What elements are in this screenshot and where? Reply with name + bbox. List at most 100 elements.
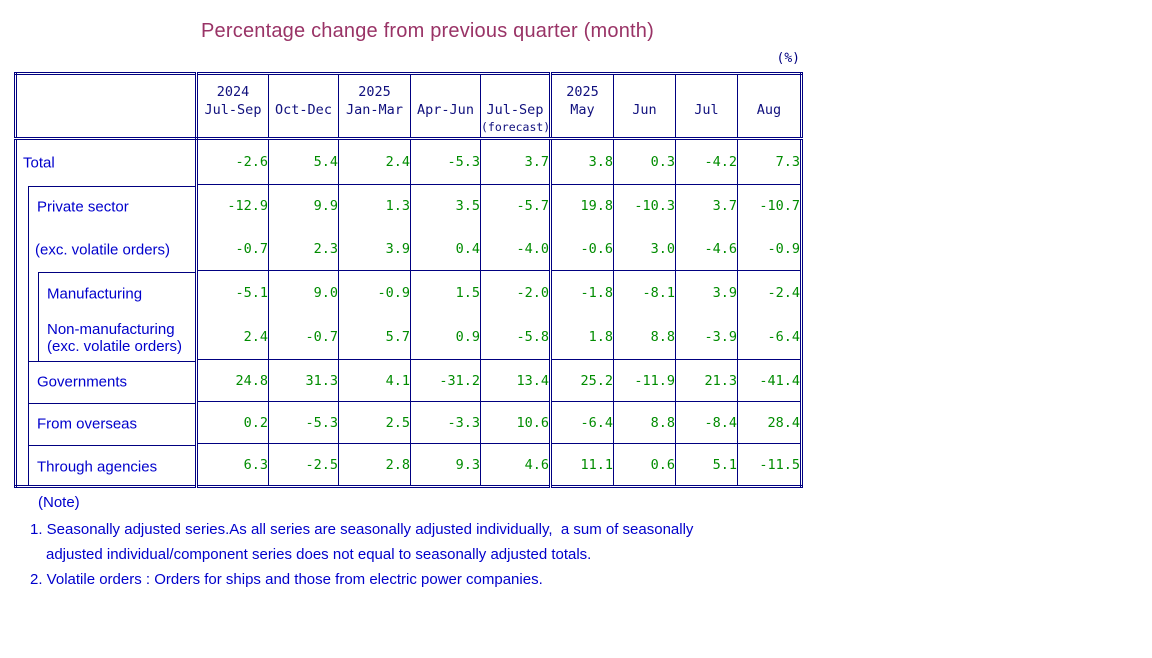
row-label-line2: (exc. volatile orders) xyxy=(47,338,183,355)
value-cell: 3.7 xyxy=(480,138,551,185)
value-cell: -3.3 xyxy=(410,401,481,444)
value-cell: 4.6 xyxy=(480,443,551,487)
value-cell: 6.3 xyxy=(196,443,269,487)
value-cell: 24.8 xyxy=(196,359,269,402)
col-period: Jul-Sep xyxy=(204,102,262,118)
value-cell: -11.9 xyxy=(613,359,676,402)
data-table: 2024 Jul-Sep Oct-Dec 2025 Jan-Mar Apr-Ju… xyxy=(14,72,803,488)
value-cell: 8.8 xyxy=(613,401,676,444)
value-cell: 3.0 xyxy=(613,227,676,271)
value-cell: 0.4 xyxy=(410,227,481,271)
value-cell: -0.6 xyxy=(549,227,614,271)
col-header-2025-may: 2025 May xyxy=(549,73,614,140)
value-cell: 9.3 xyxy=(410,443,481,487)
col-sub xyxy=(676,120,737,136)
value-cell: -2.6 xyxy=(196,138,269,185)
value-cell: -5.7 xyxy=(480,184,551,228)
value-cell: 28.4 xyxy=(737,401,802,444)
value-cell: 2.5 xyxy=(338,401,411,444)
value-cell: 31.3 xyxy=(268,359,339,402)
value-cell: -3.9 xyxy=(675,315,738,360)
row-label-line1: Non-manufacturing xyxy=(47,321,175,338)
table-row-private-sector: -12.9 9.9 1.3 3.5 -5.7 19.8 -10.3 3.7 -1… xyxy=(16,184,802,228)
col-period: Apr-Jun xyxy=(417,102,474,118)
group-border-line xyxy=(28,445,195,446)
col-period: Jul-Sep xyxy=(486,102,544,118)
value-cell: 9.9 xyxy=(268,184,339,228)
col-header-2025-jan-mar: 2025 Jan-Mar xyxy=(338,73,411,140)
note-heading: (Note) xyxy=(38,494,80,511)
col-header-jul: Jul xyxy=(675,73,738,140)
col-period: Aug xyxy=(756,102,782,118)
value-cell: 10.6 xyxy=(480,401,551,444)
value-cell: 0.6 xyxy=(613,443,676,487)
value-cell: -6.4 xyxy=(737,315,802,360)
row-label-total: Total xyxy=(23,154,55,172)
col-header-jun: Jun xyxy=(613,73,676,140)
row-label-governments: Governments xyxy=(37,373,128,391)
value-cell: 2.3 xyxy=(268,227,339,271)
col-header-apr-jun: Apr-Jun xyxy=(410,73,481,140)
value-cell: -12.9 xyxy=(196,184,269,228)
value-cell: -31.2 xyxy=(410,359,481,402)
col-year xyxy=(614,75,675,101)
col-sub xyxy=(738,120,800,136)
col-year xyxy=(269,75,338,101)
row-label-private-sector: Private sector xyxy=(37,198,129,216)
value-cell: -4.6 xyxy=(675,227,738,271)
value-cell: -10.7 xyxy=(737,184,802,228)
value-cell: -41.4 xyxy=(737,359,802,402)
value-cell: 3.5 xyxy=(410,184,481,228)
col-header-jul-sep-forecast: Jul-Sep (forecast) xyxy=(480,73,551,140)
col-year xyxy=(411,75,480,101)
value-cell: 5.4 xyxy=(268,138,339,185)
table-row-from-overseas: 0.2 -5.3 2.5 -3.3 10.6 -6.4 8.8 -8.4 28.… xyxy=(16,401,802,444)
value-cell: 1.8 xyxy=(549,315,614,360)
col-year xyxy=(481,75,549,101)
value-cell: -5.3 xyxy=(410,138,481,185)
corner-cell xyxy=(15,73,198,140)
value-cell: -6.4 xyxy=(549,401,614,444)
value-cell: 21.3 xyxy=(675,359,738,402)
col-year: 2024 xyxy=(216,84,250,100)
value-cell: 8.8 xyxy=(613,315,676,360)
value-cell: 19.8 xyxy=(549,184,614,228)
row-label-column: Total Private sector (exc. volatile orde… xyxy=(15,138,198,487)
value-cell: 25.2 xyxy=(549,359,614,402)
value-cell: -4.2 xyxy=(675,138,738,185)
col-period: Jul xyxy=(694,102,719,118)
group-border-line xyxy=(28,186,195,187)
page-title: Percentage change from previous quarter … xyxy=(201,20,654,42)
value-cell: -0.7 xyxy=(268,315,339,360)
value-cell: 13.4 xyxy=(480,359,551,402)
row-label-non-manufacturing: Non-manufacturing (exc. volatile orders) xyxy=(47,321,182,355)
value-cell: -2.5 xyxy=(268,443,339,487)
col-sub xyxy=(198,120,268,136)
col-header-2024-jul-sep: 2024 Jul-Sep xyxy=(196,73,269,140)
table-row-manufacturing: -5.1 9.0 -0.9 1.5 -2.0 -1.8 -8.1 3.9 -2.… xyxy=(16,270,802,316)
col-period: Oct-Dec xyxy=(275,102,332,118)
row-label-manufacturing: Manufacturing xyxy=(47,285,143,303)
value-cell: -5.1 xyxy=(196,270,269,316)
note-line-1: 1. Seasonally adjusted series.As all ser… xyxy=(30,521,694,538)
row-label-through-agencies: Through agencies xyxy=(37,458,158,476)
group-border-line xyxy=(28,403,195,404)
col-year xyxy=(738,75,800,101)
value-cell: -0.9 xyxy=(338,270,411,316)
value-cell: 0.2 xyxy=(196,401,269,444)
col-period: May xyxy=(570,102,595,118)
unit-label: (%) xyxy=(776,51,800,66)
value-cell: 2.4 xyxy=(196,315,269,360)
value-cell: -1.8 xyxy=(549,270,614,316)
col-forecast-label: (forecast) xyxy=(481,120,551,134)
value-cell: -5.3 xyxy=(268,401,339,444)
value-cell: 1.5 xyxy=(410,270,481,316)
value-cell: 3.7 xyxy=(675,184,738,228)
col-year xyxy=(676,75,737,101)
value-cell: -8.4 xyxy=(675,401,738,444)
row-label-exc-volatile: (exc. volatile orders) xyxy=(35,241,171,259)
value-cell: 3.9 xyxy=(338,227,411,271)
table-row-through-agencies: 6.3 -2.5 2.8 9.3 4.6 11.1 0.6 5.1 -11.5 xyxy=(16,443,802,487)
value-cell: -2.4 xyxy=(737,270,802,316)
